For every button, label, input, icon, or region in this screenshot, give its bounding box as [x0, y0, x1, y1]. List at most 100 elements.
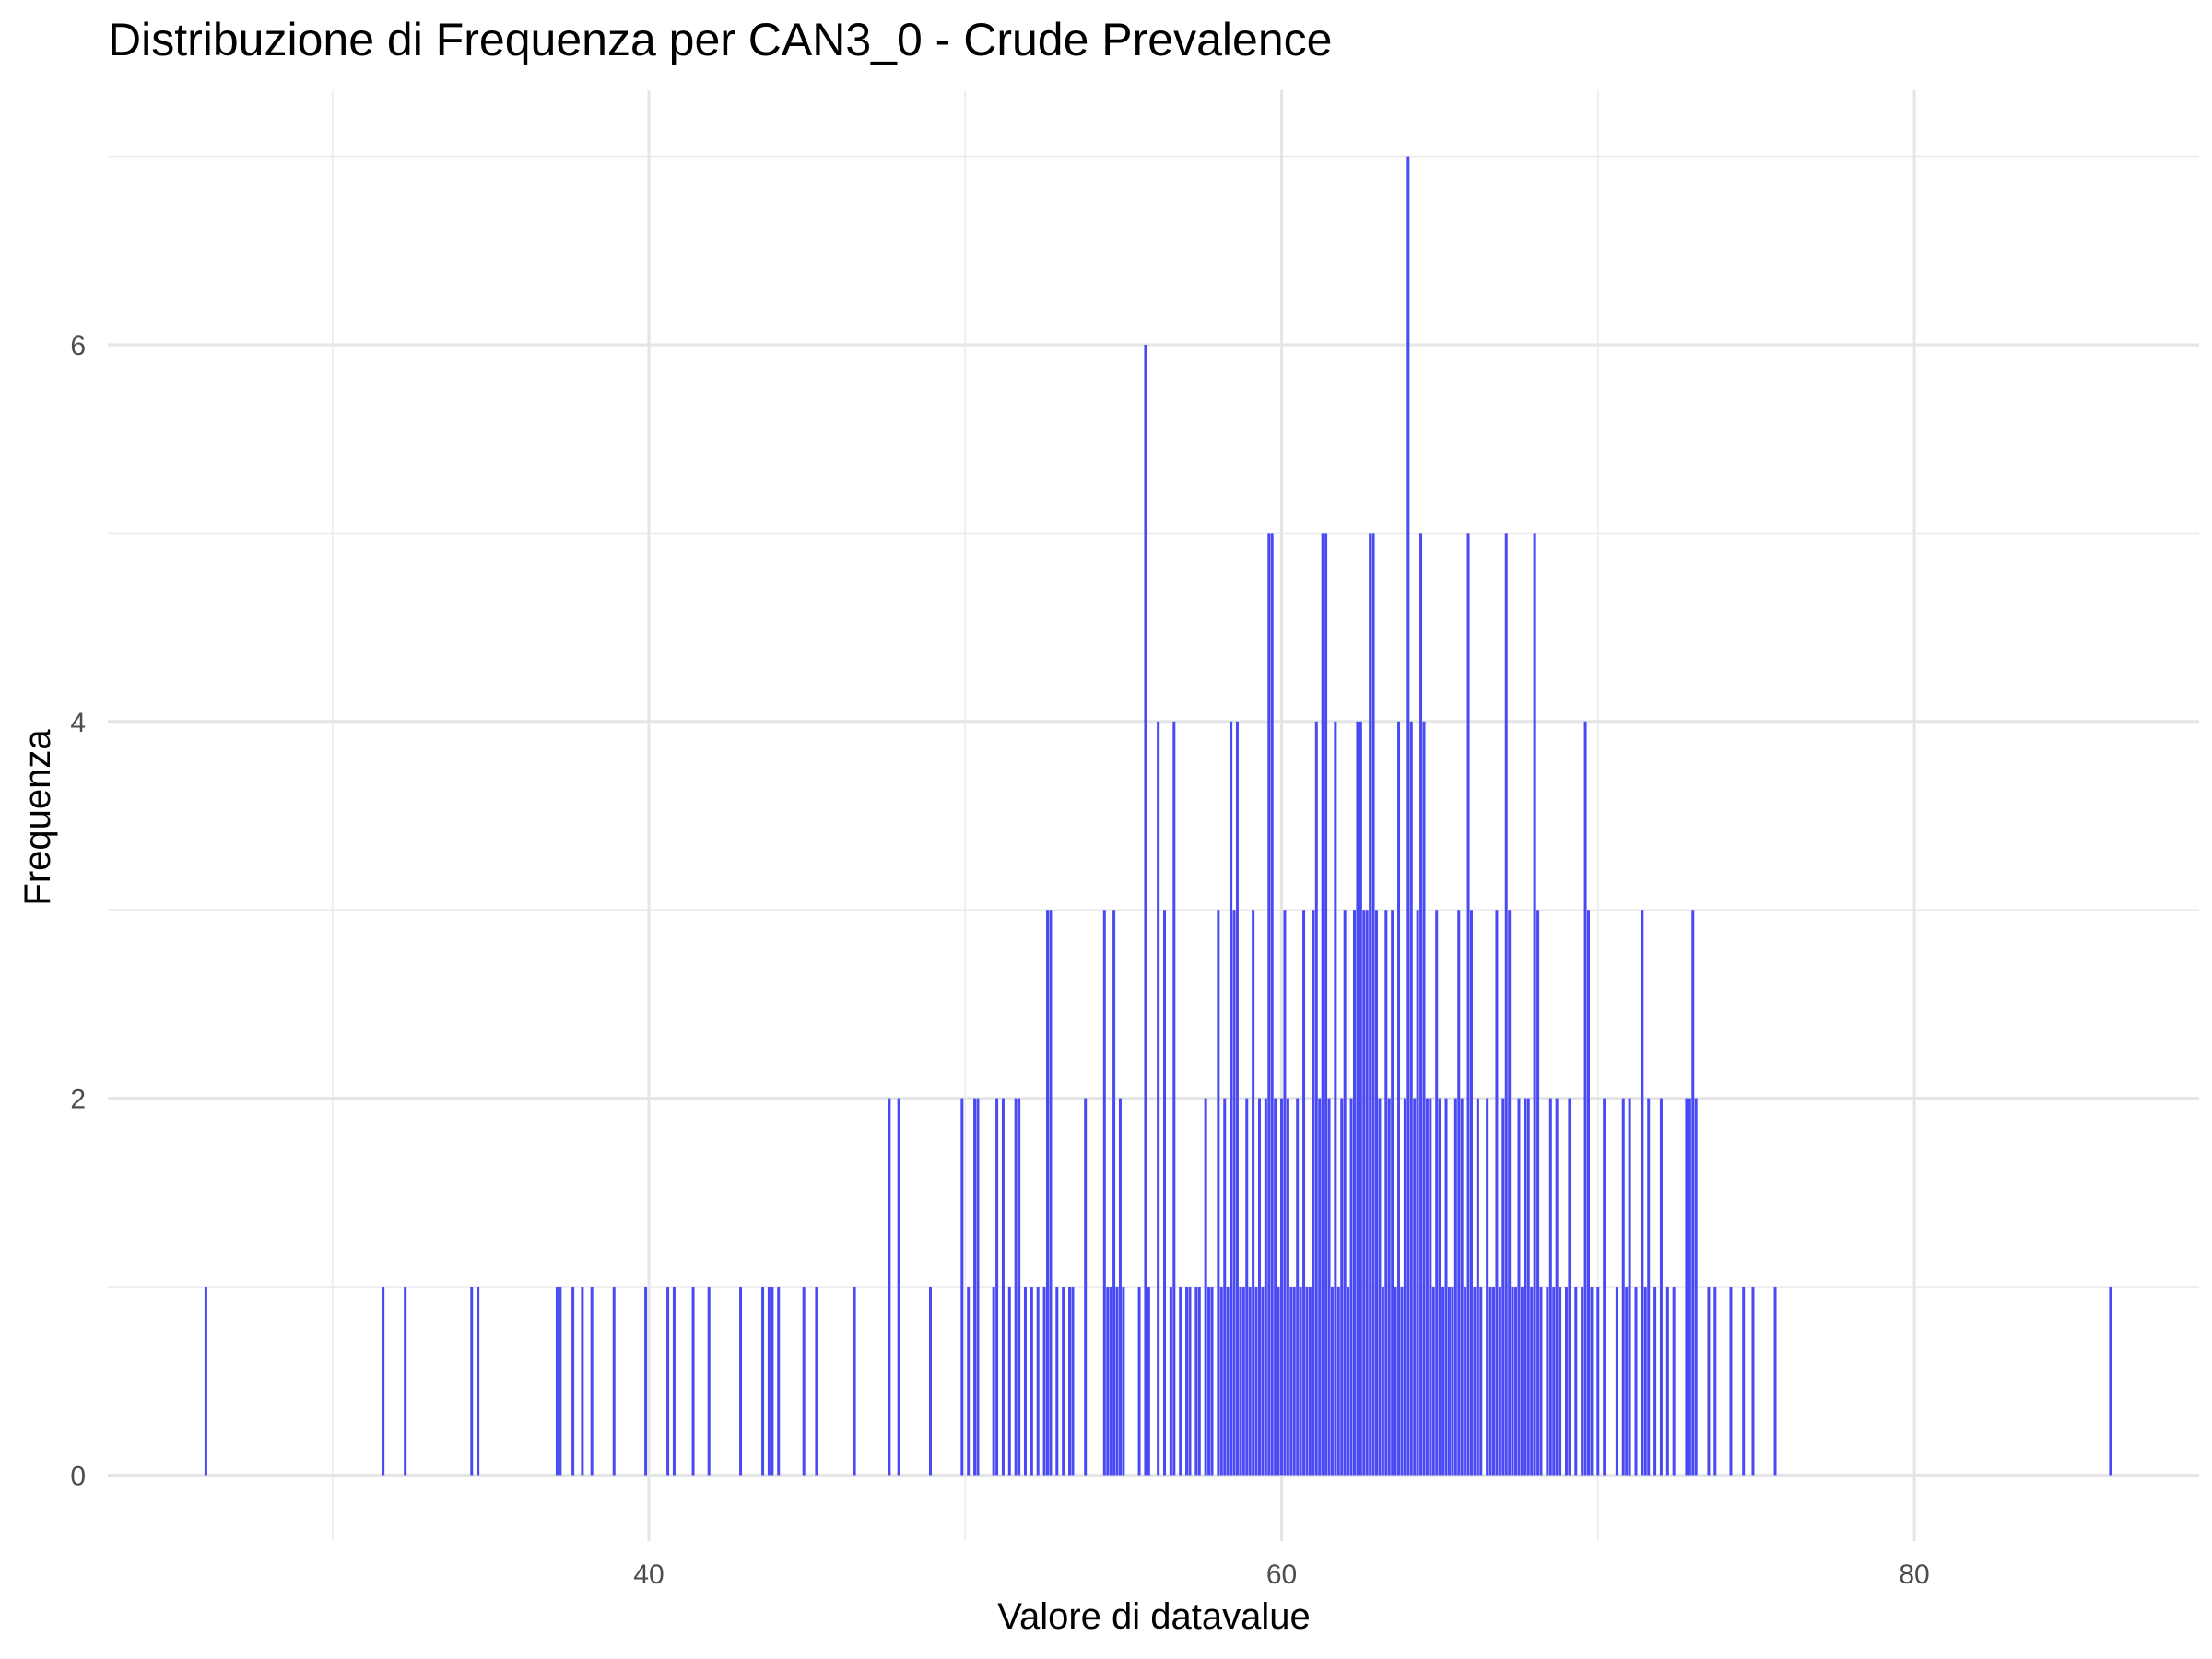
bar [767, 1287, 771, 1476]
bar [1163, 910, 1167, 1476]
bar [1299, 1287, 1302, 1476]
bar [1479, 1287, 1483, 1476]
bar [1729, 1287, 1733, 1476]
bar [1239, 1287, 1242, 1476]
bar [382, 1287, 385, 1476]
bar [1773, 1287, 1777, 1476]
bar [1245, 1098, 1249, 1476]
bar [1536, 910, 1540, 1476]
bar [1564, 1287, 1568, 1476]
bar [1473, 1287, 1477, 1476]
bar [1254, 1287, 1258, 1476]
bar [666, 1287, 670, 1476]
bar [1286, 1098, 1289, 1476]
bar [1264, 1098, 1267, 1476]
bar [1742, 1287, 1746, 1476]
bar [1504, 533, 1508, 1476]
bar [1318, 1098, 1322, 1476]
bar [1517, 1098, 1521, 1476]
bar [1371, 533, 1375, 1476]
bar [1356, 721, 1359, 1476]
bar [1217, 910, 1220, 1476]
bar [1429, 1098, 1432, 1476]
bar [644, 1287, 648, 1476]
bar [1672, 1287, 1676, 1476]
bar [1643, 1287, 1647, 1476]
x-axis-title: Valore di datavalue [997, 1596, 1311, 1637]
bar [1289, 1287, 1293, 1476]
bar [802, 1287, 806, 1476]
bar [897, 1098, 900, 1476]
bar [1296, 1098, 1300, 1476]
bar [992, 1287, 995, 1476]
bar [1261, 1287, 1265, 1476]
bar [1384, 910, 1388, 1476]
bar [1438, 1098, 1441, 1476]
bar [1071, 1287, 1075, 1476]
x-tick-label: 60 [1266, 1559, 1297, 1590]
bar [1435, 910, 1439, 1476]
bar [1122, 1287, 1125, 1476]
bar [739, 1287, 743, 1476]
bar [1280, 1098, 1284, 1476]
bar [1030, 1287, 1033, 1476]
bar [1416, 910, 1419, 1476]
x-tick-label: 40 [633, 1559, 664, 1590]
bar [1109, 1287, 1112, 1476]
bar [1387, 1098, 1391, 1476]
bar [1118, 1098, 1122, 1476]
bar [1267, 533, 1271, 1476]
bar [1451, 1287, 1454, 1476]
bar [1232, 910, 1236, 1476]
bar [1751, 1287, 1755, 1476]
bar [1498, 1287, 1501, 1476]
bar [1511, 1287, 1514, 1476]
bar [1539, 1287, 1543, 1476]
bar [960, 1098, 964, 1476]
bar [1049, 910, 1053, 1476]
bar [404, 1287, 407, 1476]
bar [1486, 1098, 1489, 1476]
bar [1647, 1098, 1651, 1476]
y-tick-label: 0 [70, 1461, 86, 1491]
bar [1406, 156, 1410, 1476]
bar [555, 1287, 559, 1476]
bar [1492, 1287, 1496, 1476]
bar [1042, 1287, 1046, 1476]
bar [1312, 910, 1315, 1476]
bar [1530, 1287, 1534, 1476]
bar [1397, 721, 1401, 1476]
bar [1653, 1287, 1657, 1476]
bar [1223, 1098, 1227, 1476]
bar [1084, 1098, 1088, 1476]
bar [1106, 1287, 1110, 1476]
y-axis-tick-labels: 0 2 4 6 [70, 331, 86, 1491]
bar [1581, 1287, 1584, 1476]
bar [1464, 1287, 1467, 1476]
bar [1014, 1098, 1018, 1476]
bar [771, 1287, 774, 1476]
bar [1349, 1098, 1353, 1476]
bar [1574, 1287, 1578, 1476]
bar [1362, 910, 1366, 1476]
bar [1381, 1287, 1384, 1476]
bar [1688, 1098, 1691, 1476]
bar [1603, 1098, 1606, 1476]
bar [1305, 1287, 1309, 1476]
bar [204, 1287, 207, 1476]
bar [1431, 1287, 1435, 1476]
bar [1018, 1098, 1021, 1476]
bar [571, 1287, 575, 1476]
bar [1324, 533, 1328, 1476]
bar [1257, 1098, 1261, 1476]
bar [1334, 721, 1337, 1476]
bar [1501, 1098, 1505, 1476]
bar [1327, 1098, 1331, 1476]
bar [1157, 721, 1160, 1476]
bar [559, 1287, 562, 1476]
bar [1023, 1287, 1027, 1476]
bar [1230, 721, 1233, 1476]
bar [1659, 1098, 1663, 1476]
bar [1365, 910, 1369, 1476]
